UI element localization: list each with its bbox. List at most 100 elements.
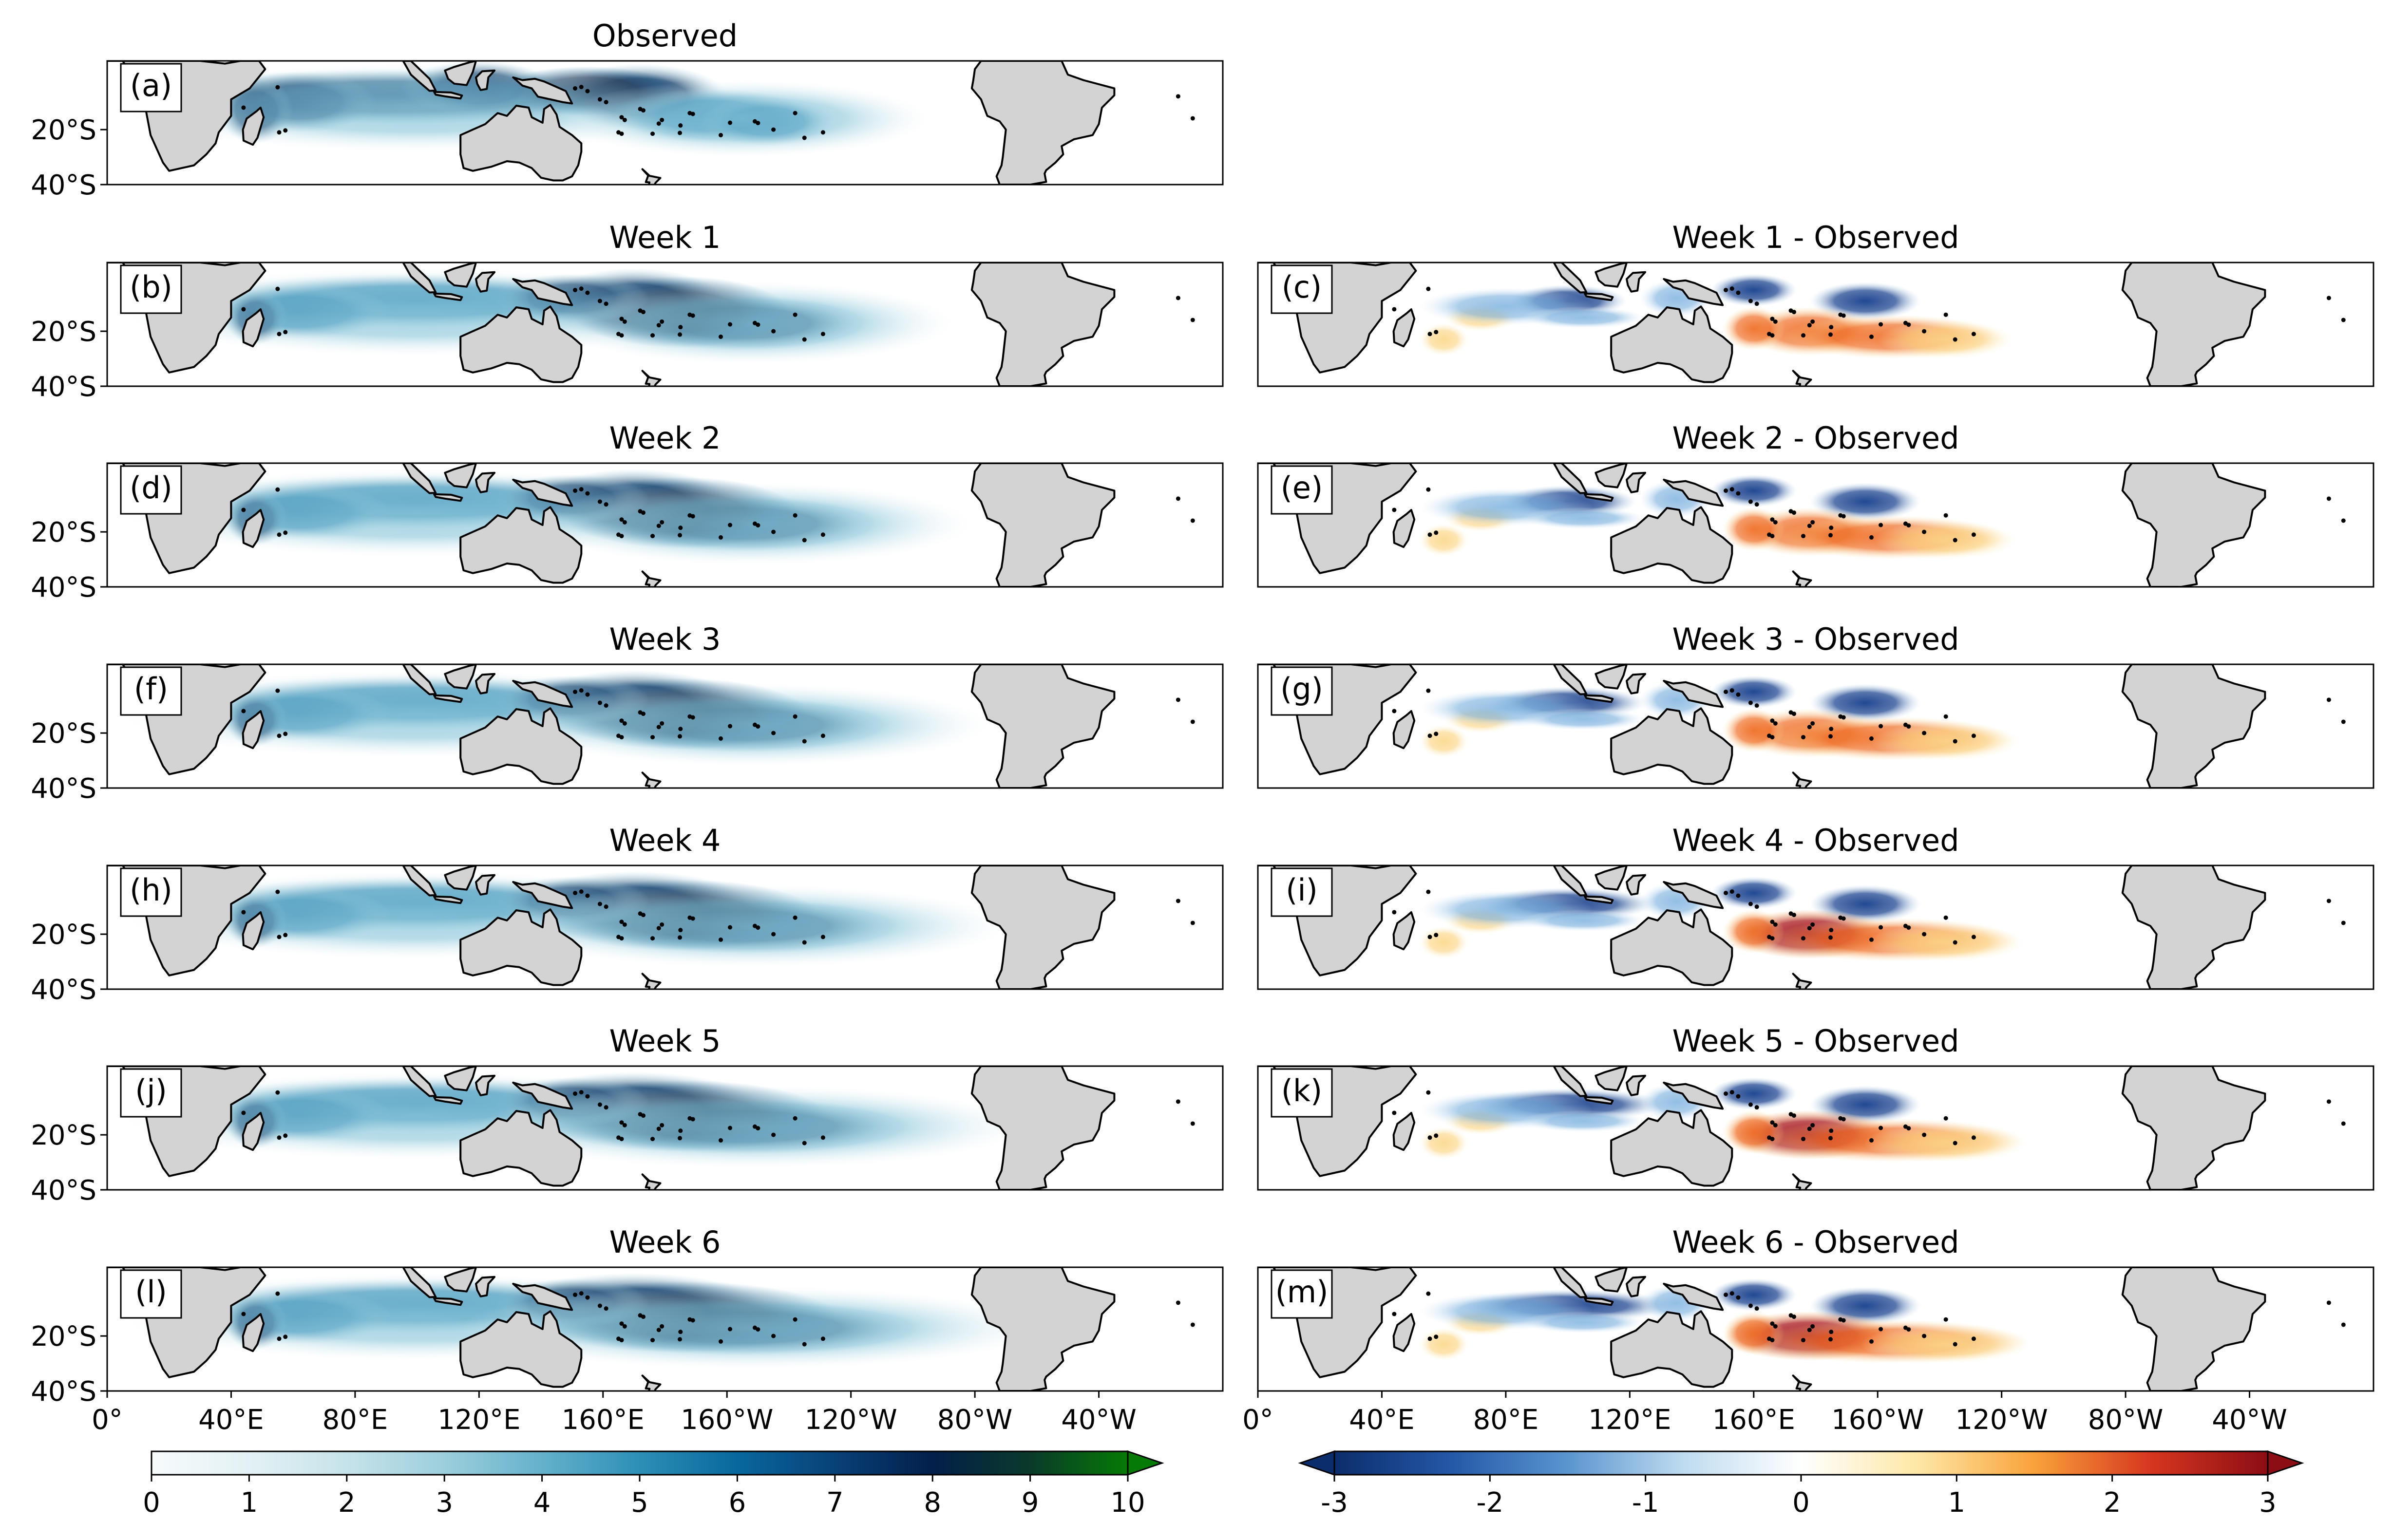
land-sulawesi bbox=[1626, 471, 1647, 493]
island-dot bbox=[690, 1117, 695, 1122]
island-dot bbox=[650, 131, 655, 136]
panel-label-box bbox=[1271, 1269, 1333, 1319]
island-dot bbox=[1953, 1342, 1957, 1347]
land-southamerica bbox=[970, 1267, 1116, 1391]
island-dot bbox=[1773, 319, 1778, 324]
island-dot bbox=[678, 131, 683, 135]
island-dot bbox=[793, 111, 797, 115]
island-dot bbox=[241, 709, 246, 714]
island-dot bbox=[728, 925, 733, 930]
field-shading bbox=[1723, 1110, 1785, 1154]
island-dot bbox=[650, 333, 655, 338]
field-shading bbox=[1710, 1278, 1797, 1312]
island-dot bbox=[275, 889, 280, 894]
island-dot bbox=[728, 1126, 733, 1130]
land-southamerica bbox=[970, 61, 1116, 185]
left-map-panel: (f) Week 3 20°S 40°S bbox=[31, 621, 1224, 805]
land-sumatra bbox=[1553, 1066, 1588, 1097]
land-borneo bbox=[444, 463, 477, 488]
island-dot bbox=[1971, 733, 1976, 738]
land-newzealand_s bbox=[1774, 1191, 1798, 1208]
island-dot bbox=[1427, 935, 1432, 939]
island-dot bbox=[1190, 116, 1195, 121]
field-shading bbox=[1878, 320, 2014, 359]
island-dot bbox=[283, 1133, 288, 1138]
island-dot bbox=[1807, 725, 1812, 730]
colorbar-tick-label: 4 bbox=[533, 1487, 551, 1519]
land-tasmania bbox=[555, 1192, 567, 1200]
island-dot bbox=[650, 534, 655, 539]
island-dot bbox=[579, 1090, 584, 1095]
field-shading bbox=[1864, 1124, 2028, 1163]
island-dot bbox=[241, 910, 246, 915]
island-dot bbox=[1828, 734, 1833, 739]
land-newguinea bbox=[512, 76, 573, 105]
land-madagascar bbox=[242, 509, 265, 548]
land-newguinea bbox=[1663, 1081, 1724, 1110]
land-sumatra bbox=[1553, 865, 1588, 897]
lon-tick-label: 120°W bbox=[805, 1404, 897, 1436]
panel-label: (m) bbox=[1271, 1269, 1333, 1319]
island-dot bbox=[1810, 520, 1815, 525]
panel-title: Week 2 - Observed bbox=[1672, 420, 1959, 456]
island-dot bbox=[641, 913, 645, 918]
panel-label-box bbox=[1271, 1068, 1333, 1118]
land-madagascar bbox=[1392, 710, 1416, 750]
island-dot bbox=[820, 1336, 825, 1341]
land-madagascar bbox=[1392, 509, 1416, 548]
island-dot bbox=[719, 736, 723, 741]
island-dot bbox=[752, 320, 757, 325]
land-java bbox=[1584, 292, 1614, 301]
island-dot bbox=[1729, 1090, 1734, 1095]
island-dot bbox=[1754, 703, 1759, 708]
island-dot bbox=[1748, 299, 1753, 303]
lat-tick-label: 20°S bbox=[31, 517, 96, 548]
land-newzealand_n bbox=[641, 570, 662, 587]
colorbar-tick-label: 6 bbox=[729, 1487, 746, 1519]
panel-title: Week 1 bbox=[609, 220, 721, 255]
land-southamerica bbox=[2121, 865, 2266, 989]
island-dot bbox=[1807, 1127, 1812, 1131]
land-newzealand_n bbox=[1792, 1374, 1812, 1391]
island-dot bbox=[616, 332, 621, 337]
island-dot bbox=[1426, 286, 1431, 291]
panel-label-box bbox=[120, 1068, 182, 1118]
land-sumatra bbox=[1553, 463, 1588, 494]
island-dot bbox=[1767, 332, 1772, 337]
land-madagascar bbox=[242, 1112, 265, 1151]
island-dot bbox=[1724, 1091, 1728, 1096]
island-dot bbox=[1953, 1141, 1957, 1146]
land-tasmania bbox=[555, 1393, 567, 1401]
island-dot bbox=[1427, 532, 1432, 537]
island-dot bbox=[1922, 932, 1927, 937]
island-dot bbox=[1426, 487, 1431, 492]
island-dot bbox=[728, 523, 733, 527]
island-dot bbox=[1748, 1303, 1753, 1308]
panel-title: Week 5 bbox=[609, 1023, 721, 1059]
land-java bbox=[433, 694, 463, 703]
lat-tick-label: 40°S bbox=[31, 1175, 96, 1206]
panel-title: Observed bbox=[592, 18, 738, 54]
island-dot bbox=[1903, 320, 1908, 325]
island-dot bbox=[241, 1110, 246, 1115]
island-dot bbox=[616, 1336, 621, 1341]
field-shading bbox=[1710, 1077, 1797, 1110]
island-dot bbox=[1770, 718, 1775, 723]
left-map-panel: (l) Week 6 20°S 40°S0° 40°E 80°E 120°E 160°E 160… bbox=[31, 1224, 1224, 1436]
island-dot bbox=[802, 135, 807, 140]
island-dot bbox=[1736, 1295, 1741, 1300]
island-dot bbox=[771, 932, 776, 937]
field-shading bbox=[1710, 273, 1797, 307]
land-sulawesi bbox=[1626, 874, 1647, 896]
island-dot bbox=[1754, 502, 1759, 507]
island-dot bbox=[1426, 1090, 1431, 1095]
island-dot bbox=[1190, 1322, 1195, 1327]
panel-label-text: (k) bbox=[1281, 1073, 1322, 1108]
left-map-panel: (a) Observed 20°S 40°S bbox=[31, 18, 1224, 201]
panel-label-box bbox=[120, 666, 182, 716]
island-dot bbox=[604, 502, 608, 507]
field-shading bbox=[477, 1085, 1026, 1168]
land-borneo bbox=[1595, 664, 1628, 690]
land-newzealand_s bbox=[1774, 388, 1798, 405]
land-madagascar bbox=[1392, 1112, 1416, 1151]
